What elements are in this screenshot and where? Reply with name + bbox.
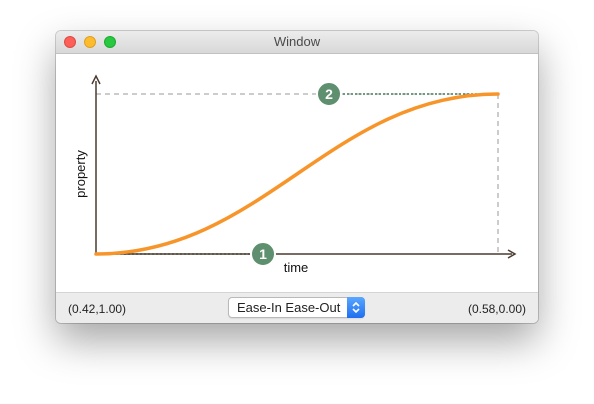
minimize-button[interactable] (84, 36, 96, 48)
timing-function-popup[interactable]: Ease-In Ease-Out (228, 297, 365, 318)
y-axis-label: property (73, 150, 88, 198)
curve-editor: 1 2 time property (56, 54, 538, 292)
control-point-2-label: 2 (325, 86, 333, 102)
bottom-bar: (0.42,1.00) Ease-In Ease-Out (0.58,0.00) (56, 292, 538, 323)
x-axis-label: time (284, 260, 309, 275)
zoom-button[interactable] (104, 36, 116, 48)
close-button[interactable] (64, 36, 76, 48)
timing-curve-graph: 1 2 time property (73, 74, 517, 275)
control-point-2[interactable]: 2 (316, 81, 342, 107)
control-point-1-coordinates: (0.42,1.00) (68, 302, 127, 316)
window-title: Window (273, 34, 321, 49)
control-point-1-label: 1 (259, 246, 267, 262)
timing-curve (94, 92, 500, 256)
y-axis-arrow (91, 74, 101, 85)
x-axis-arrow (507, 249, 517, 259)
control-point-2-coordinates: (0.58,0.00) (467, 302, 526, 316)
control-point-1[interactable]: 1 (250, 241, 276, 267)
title-bar: Window (56, 31, 538, 54)
timing-function-selected: Ease-In Ease-Out (237, 300, 341, 315)
popup-arrows-icon (347, 297, 365, 318)
window: Window 1 2 (56, 31, 538, 323)
